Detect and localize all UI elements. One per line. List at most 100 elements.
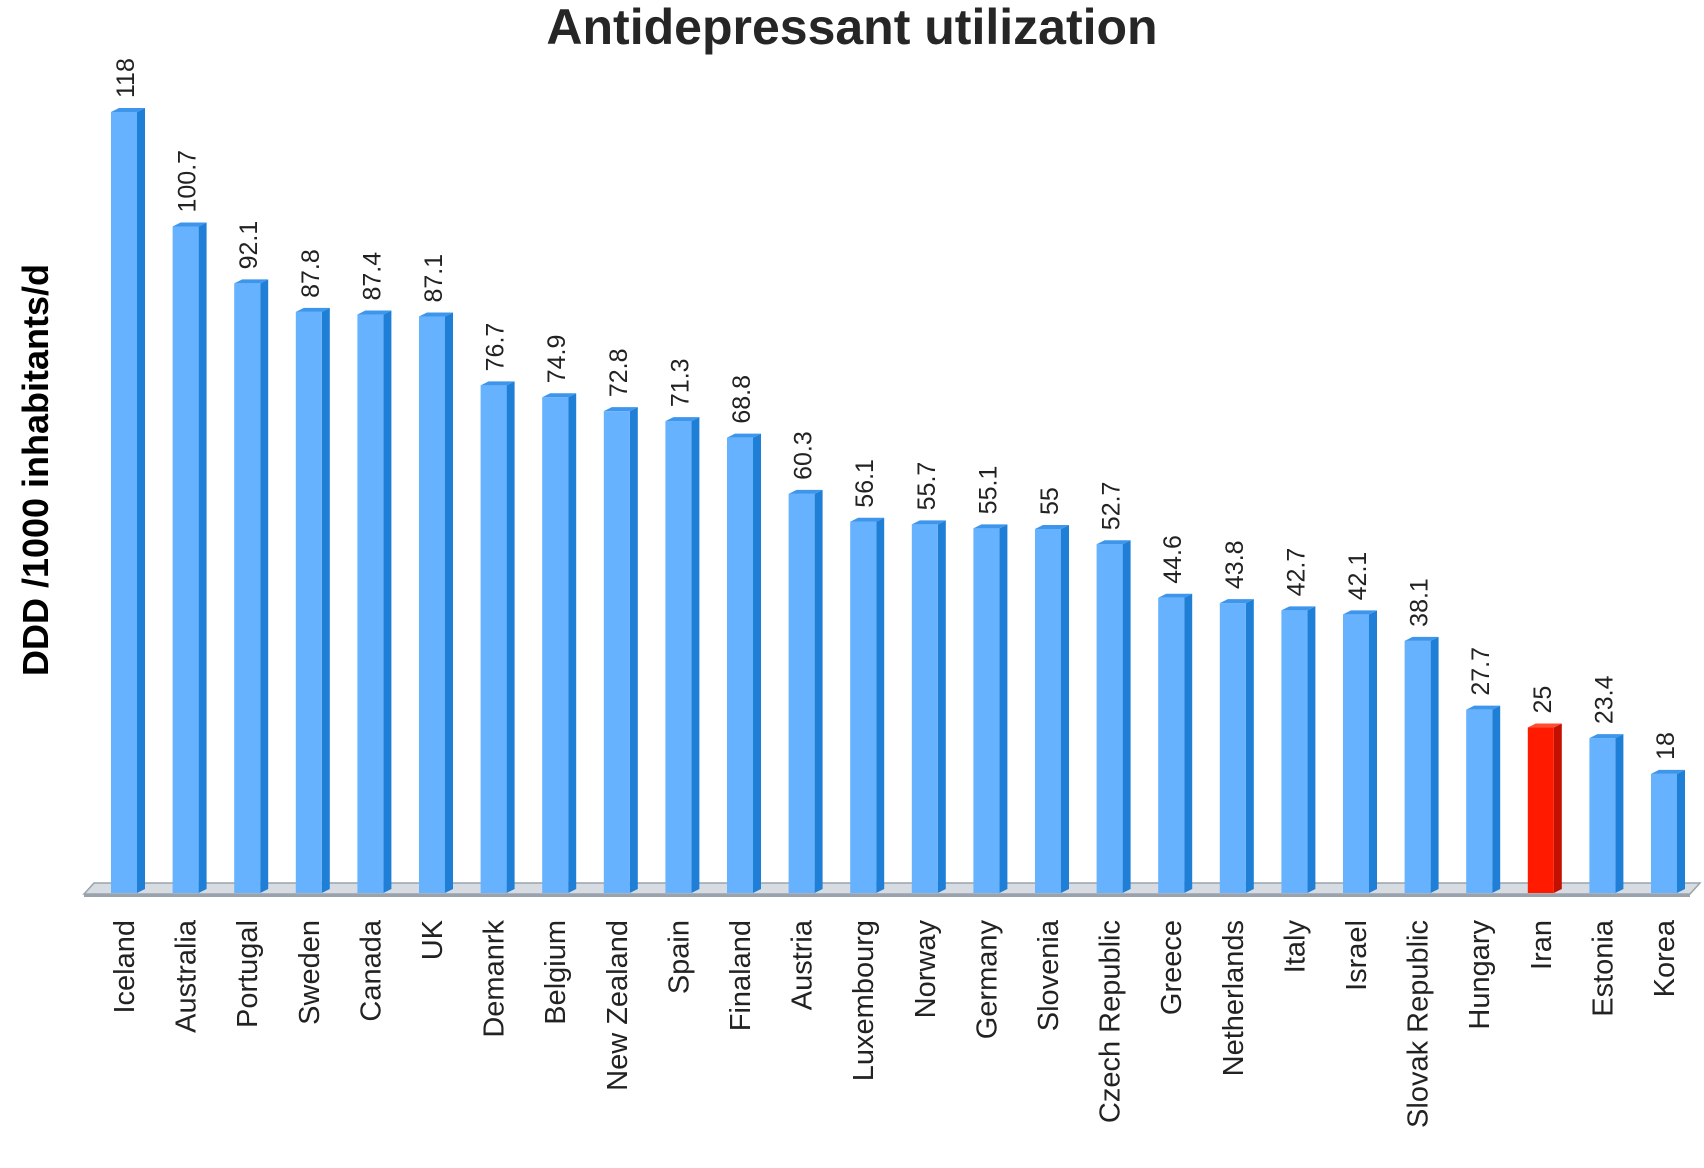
value-label-slovak-republic: 38.1 bbox=[1406, 578, 1434, 627]
category-label-portugal: Portugal bbox=[232, 920, 264, 1028]
bar-top bbox=[1219, 599, 1254, 604]
value-label-luxembourg: 56.1 bbox=[851, 459, 879, 508]
value-label-canada: 87.4 bbox=[358, 252, 386, 301]
bar-top bbox=[911, 520, 946, 525]
bar-front bbox=[234, 283, 261, 894]
bar-side bbox=[568, 393, 577, 893]
category-label-iceland: Iceland bbox=[109, 920, 141, 1014]
bar-side bbox=[1245, 599, 1254, 893]
bar-front bbox=[1281, 610, 1308, 893]
bar-side bbox=[1122, 540, 1131, 893]
bars-group bbox=[111, 108, 1685, 894]
bar-top bbox=[1404, 636, 1439, 641]
bar-front bbox=[542, 397, 569, 893]
value-label-austria: 60.3 bbox=[790, 431, 818, 480]
bar-front bbox=[1527, 727, 1554, 893]
value-label-uk: 87.1 bbox=[420, 254, 448, 303]
value-label-iran: 25 bbox=[1529, 686, 1557, 714]
value-label-sweden: 87.8 bbox=[297, 249, 325, 298]
bar-side bbox=[1369, 610, 1377, 893]
bar-side bbox=[321, 307, 330, 893]
bar-side bbox=[937, 520, 946, 893]
bar-front bbox=[911, 524, 938, 893]
bar-front bbox=[1404, 640, 1431, 893]
bar-front bbox=[357, 314, 384, 893]
bar-front bbox=[665, 421, 692, 893]
bar-top bbox=[172, 222, 207, 227]
value-label-italy: 42.7 bbox=[1282, 548, 1310, 597]
bar-top bbox=[1466, 705, 1501, 710]
category-label-iran: Iran bbox=[1526, 920, 1558, 970]
bar-side bbox=[999, 524, 1008, 893]
category-label-israel: Israel bbox=[1341, 920, 1373, 991]
bar-side bbox=[1184, 593, 1193, 893]
bar-spain bbox=[665, 417, 700, 893]
bar-iran bbox=[1527, 723, 1562, 893]
bar-front bbox=[1035, 528, 1061, 893]
bar-front bbox=[850, 521, 877, 893]
category-label-austria: Austria bbox=[787, 919, 819, 1010]
bar-side bbox=[1677, 769, 1685, 893]
category-label-czech-republic: Czech Republic bbox=[1095, 920, 1127, 1123]
bar-side bbox=[1615, 734, 1624, 893]
category-label-italy: Italy bbox=[1279, 920, 1311, 974]
category-label-uk: UK bbox=[417, 919, 449, 960]
bar-top bbox=[357, 310, 392, 315]
bar-front bbox=[172, 226, 199, 893]
value-label-hungary: 27.7 bbox=[1467, 647, 1495, 696]
bar-top bbox=[1589, 734, 1624, 739]
value-label-israel: 42.1 bbox=[1344, 552, 1372, 601]
value-label-germany: 55.1 bbox=[974, 466, 1002, 515]
value-label-norway: 55.7 bbox=[913, 462, 941, 511]
category-label-sweden: Sweden bbox=[294, 920, 326, 1025]
bar-uk bbox=[419, 312, 453, 893]
bar-greece bbox=[1158, 593, 1193, 893]
category-label-slovak-republic: Slovak Republic bbox=[1403, 920, 1435, 1128]
category-label-estonia: Estonia bbox=[1587, 919, 1619, 1017]
bar-canada bbox=[357, 310, 392, 893]
category-labels-group: Iceland Australia Portugal Sweden Canada UK De… bbox=[109, 919, 1681, 1128]
bar-portugal bbox=[234, 279, 269, 894]
bar-side bbox=[1307, 606, 1316, 893]
bar-side bbox=[383, 310, 392, 893]
bar-side bbox=[691, 417, 700, 893]
bar-top bbox=[542, 393, 577, 398]
bar-side bbox=[1061, 524, 1069, 893]
bar-side bbox=[1492, 705, 1501, 893]
bar-demanrk bbox=[480, 381, 515, 893]
bar-israel bbox=[1343, 610, 1377, 893]
value-labels-group: 118 100.7 92.1 87.8 87.4 87.1 76.7 74.9 72.8 71.3… bbox=[112, 58, 1680, 760]
bar-iceland bbox=[111, 108, 145, 893]
y-axis-label: DDD /1000 inhabitants/d bbox=[15, 264, 56, 676]
bar-front bbox=[1158, 597, 1185, 893]
bar-side bbox=[1430, 636, 1439, 893]
category-label-norway: Norway bbox=[910, 920, 942, 1019]
bar-belgium bbox=[542, 393, 577, 893]
bar-front bbox=[480, 385, 507, 893]
bar-side bbox=[445, 312, 453, 893]
bar-netherlands bbox=[1219, 599, 1254, 893]
bar-front bbox=[1219, 603, 1246, 893]
value-label-korea: 18 bbox=[1652, 732, 1680, 760]
bar-front bbox=[1096, 544, 1123, 893]
category-label-greece: Greece bbox=[1156, 920, 1188, 1015]
bar-side bbox=[260, 279, 269, 894]
bar-germany bbox=[973, 524, 1008, 893]
value-label-australia: 100.7 bbox=[174, 150, 202, 213]
value-label-new-zealand: 72.8 bbox=[605, 348, 633, 397]
value-label-netherlands: 43.8 bbox=[1221, 540, 1249, 589]
category-label-belgium: Belgium bbox=[540, 920, 572, 1025]
bar-side bbox=[814, 489, 823, 893]
bar-front bbox=[1651, 773, 1677, 893]
bar-top bbox=[1281, 606, 1316, 611]
bar-top bbox=[1527, 723, 1562, 728]
value-label-finaland: 68.8 bbox=[728, 375, 756, 424]
bar-front bbox=[727, 437, 753, 893]
bar-sweden bbox=[295, 307, 330, 893]
category-label-slovenia: Slovenia bbox=[1033, 919, 1065, 1031]
value-label-slovenia: 55 bbox=[1036, 487, 1064, 515]
bar-estonia bbox=[1589, 734, 1624, 893]
bar-austria bbox=[788, 489, 823, 893]
